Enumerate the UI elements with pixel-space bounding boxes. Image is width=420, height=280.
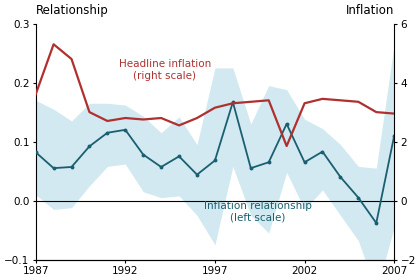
Text: Inflation relationship
(left scale): Inflation relationship (left scale) — [204, 200, 312, 222]
Text: Headline inflation
(right scale): Headline inflation (right scale) — [118, 59, 211, 81]
Text: Inflation: Inflation — [346, 4, 394, 17]
Text: Relationship: Relationship — [36, 4, 108, 17]
